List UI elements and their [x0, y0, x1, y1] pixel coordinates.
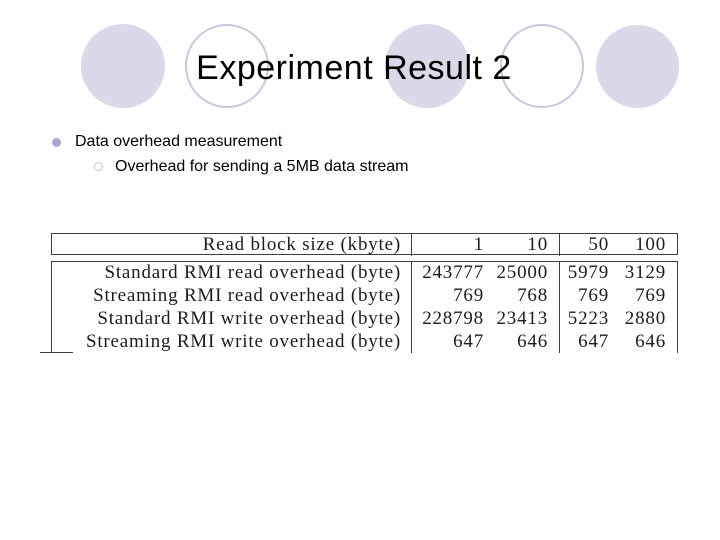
table-header-cell: 10: [527, 234, 548, 255]
table-cell: 3129: [624, 262, 666, 284]
table-cell: 769: [559, 284, 619, 308]
decor-circle-filled-5: [596, 25, 679, 108]
row-label: Standard RMI write overhead (byte): [97, 307, 401, 329]
table-cell: 769: [635, 285, 666, 307]
table-cell: 768: [517, 285, 548, 307]
table-cell: 243777: [411, 262, 487, 285]
table-cell: 2880: [624, 307, 666, 329]
table-body: Standard RMI read overhead (byte) 243777…: [51, 261, 678, 353]
table-cell: 23413: [496, 307, 548, 329]
table-bottom-line-fragment: [40, 352, 73, 353]
decor-circle-filled-1: [81, 24, 165, 108]
table-cell: 646: [517, 330, 548, 352]
table-cell: 769: [411, 284, 487, 308]
decor-circle-outline-4: [500, 24, 584, 108]
row-label: Streaming RMI write overhead (byte): [85, 330, 401, 352]
table-header-cell: 1: [411, 234, 487, 256]
bullet-text: Data overhead measurement: [75, 133, 283, 150]
table-cell: 647: [411, 330, 487, 353]
table-header-cell: 100: [635, 234, 666, 255]
table-header-label: Read block size (kbyte): [202, 234, 401, 255]
table-cell: 5223: [559, 307, 619, 331]
table-cell: 646: [635, 330, 666, 352]
table-cell: 5979: [559, 262, 619, 285]
row-label: Streaming RMI read overhead (byte): [93, 285, 401, 307]
bullet-icon: [52, 138, 61, 147]
decor-circle-outline-2: [185, 24, 269, 108]
table-cell: 228798: [411, 307, 487, 331]
table-header-cell: 50: [559, 234, 619, 256]
decor-circle-filled-3: [385, 24, 469, 108]
table-cell: 647: [559, 330, 619, 353]
table-cell: 25000: [496, 262, 548, 284]
table-header: Read block size (kbyte) 1 10 50 100: [51, 233, 678, 256]
row-label: Standard RMI read overhead (byte): [104, 262, 401, 284]
slide-title: Experiment Result 2: [196, 49, 512, 87]
sub-bullet-icon: [94, 162, 103, 171]
sub-bullet-text: Overhead for sending a 5MB data stream: [115, 158, 409, 175]
